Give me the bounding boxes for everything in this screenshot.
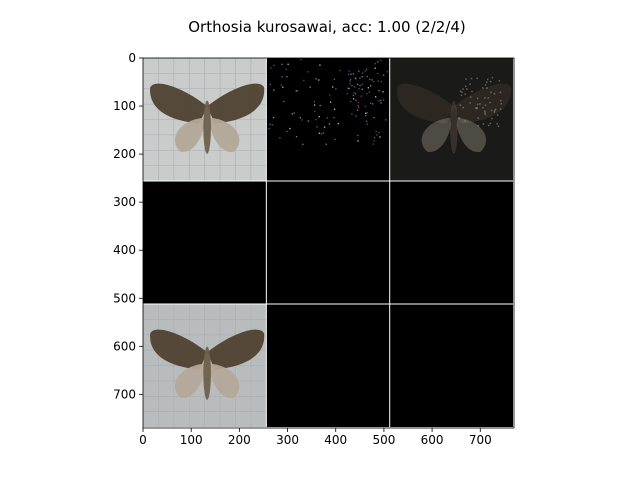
y-tick-label: 500	[113, 291, 136, 305]
axes-frame	[142, 57, 515, 429]
image-tile-r0-c1	[266, 58, 390, 182]
y-tick-label: 400	[113, 243, 136, 257]
image-tile-r2-c1	[266, 304, 390, 428]
image-tile-r0-c0	[143, 58, 267, 182]
moth-hindwing-right	[209, 363, 240, 399]
y-axis: 0 100 200 300 400 500 600 700	[113, 51, 143, 401]
moth-hindwing-right	[209, 117, 240, 153]
image-tile-r0-c2	[389, 58, 514, 182]
y-tick-label: 600	[113, 339, 136, 353]
moth-hindwing-left	[421, 117, 451, 153]
image-tile-r1-c1	[266, 181, 390, 305]
x-tick-label: 0	[139, 433, 147, 447]
figure-title: Orthosia kurosawai, acc: 1.00 (2/2/4)	[188, 18, 466, 36]
x-tick-label: 700	[469, 433, 492, 447]
image-tile-r2-c2	[389, 304, 514, 428]
image-tile-r1-c2	[389, 181, 514, 305]
moth-hindwing-left	[174, 363, 205, 399]
moth-forewing-left	[396, 83, 454, 124]
x-tick-label: 200	[228, 433, 251, 447]
y-tick-label: 0	[128, 51, 136, 65]
y-tick-label: 100	[113, 99, 136, 113]
x-tick-label: 300	[276, 433, 299, 447]
moth-body	[203, 100, 211, 154]
moth-forewing-right	[453, 83, 511, 124]
y-tick-label: 700	[113, 387, 136, 401]
x-tick-label: 500	[372, 433, 395, 447]
x-tick-label: 400	[324, 433, 347, 447]
x-tick-label: 600	[421, 433, 444, 447]
y-tick-label: 300	[113, 195, 136, 209]
moth-forewing-left	[150, 329, 208, 370]
moth-hindwing-left	[174, 117, 205, 153]
tile-separators	[143, 58, 514, 428]
image-tile-r1-c0	[143, 181, 267, 305]
moth-forewing-right	[207, 329, 265, 370]
moth-body	[450, 100, 458, 154]
moth-forewing-right	[207, 83, 265, 124]
image-tile-r2-c0	[143, 304, 267, 428]
image-grid	[143, 58, 514, 428]
moth-body	[203, 346, 211, 400]
y-tick-label: 200	[113, 147, 136, 161]
moth-forewing-left	[150, 83, 208, 124]
x-axis: 0 100 200 300 400 500 600 700	[139, 428, 492, 447]
x-tick-label: 100	[180, 433, 203, 447]
